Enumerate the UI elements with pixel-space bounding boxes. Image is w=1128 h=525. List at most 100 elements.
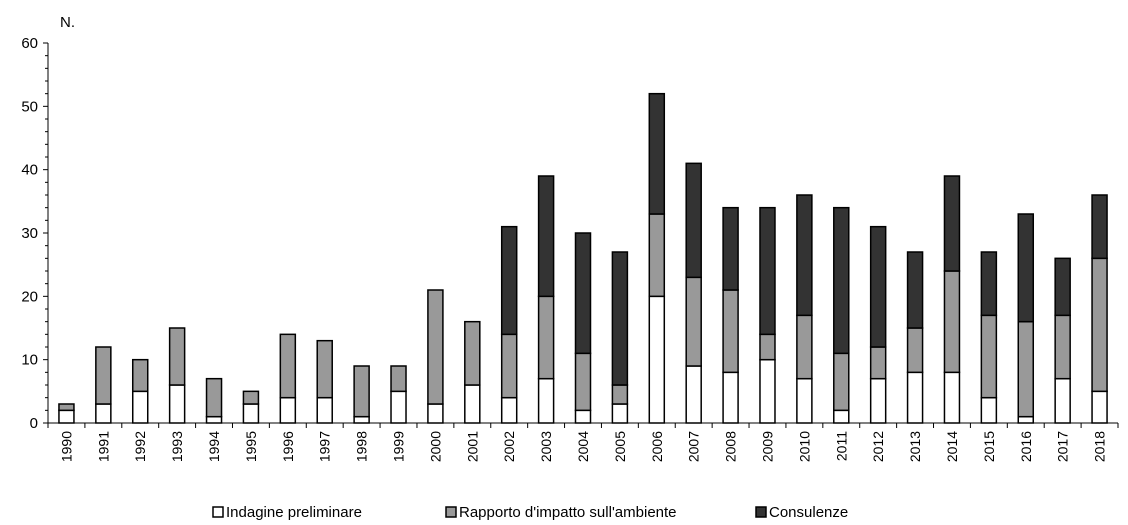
bar-segment-2005-series-2 xyxy=(611,251,629,386)
bar-segment-2016-series-0 xyxy=(1017,415,1035,424)
bar-segment-2011-series-1 xyxy=(833,352,850,412)
bar-segment-2004-series-1 xyxy=(574,352,592,412)
x-tick-label: 2017 xyxy=(1055,431,1071,462)
bar-segment-2002-series-1 xyxy=(500,333,518,399)
bar-segment-2016-series-1 xyxy=(1017,320,1035,418)
bar-segment-2000-series-1 xyxy=(427,289,444,405)
x-tick-label: 2012 xyxy=(870,431,886,462)
bar-segment-2015-series-2 xyxy=(980,251,998,317)
x-tick-label: 1992 xyxy=(132,431,148,462)
bar-segment-2014-series-2 xyxy=(943,175,961,272)
bar-segment-2008-series-1 xyxy=(722,289,739,374)
bar-segment-2018-series-1 xyxy=(1091,257,1108,393)
x-tick-label: 2003 xyxy=(538,431,554,462)
bar-segment-1992-series-1 xyxy=(131,358,149,393)
x-tick-label: 2013 xyxy=(907,431,923,462)
bar-segment-2007-series-1 xyxy=(685,276,702,367)
bar-segment-2013-series-1 xyxy=(906,327,924,374)
bar-segment-2010-series-1 xyxy=(796,314,813,380)
bar-segment-1999-series-0 xyxy=(390,390,407,424)
legend-swatch xyxy=(212,506,224,518)
x-tick-label: 2010 xyxy=(796,431,812,462)
y-tick-label: 20 xyxy=(21,288,38,305)
x-tick-label: 2001 xyxy=(464,431,480,462)
bar-segment-1997-series-1 xyxy=(316,339,333,399)
legend-label: Indagine preliminare xyxy=(226,504,362,521)
x-tick-label: 2002 xyxy=(501,431,517,462)
x-tick-label: 1993 xyxy=(169,431,185,462)
bar-segment-2008-series-2 xyxy=(722,206,739,291)
bar-segment-2003-series-0 xyxy=(537,377,555,424)
bar-segment-2015-series-1 xyxy=(980,314,998,399)
y-tick-label: 30 xyxy=(21,225,38,242)
x-tick-label: 2018 xyxy=(1092,431,1108,462)
x-tick-label: 2008 xyxy=(723,431,739,462)
bar-segment-1996-series-1 xyxy=(279,333,297,399)
bar-segment-2009-series-2 xyxy=(759,206,776,336)
bar-segment-2006-series-1 xyxy=(648,213,666,298)
y-tick-label: 40 xyxy=(21,162,38,179)
y-tick-label: 10 xyxy=(21,352,38,369)
bar-segment-2006-series-2 xyxy=(648,92,666,215)
legend: Indagine preliminare Rapporto d'impatto s… xyxy=(212,504,848,521)
y-tick-label: 60 xyxy=(21,35,38,52)
bar-segment-1996-series-0 xyxy=(279,396,297,424)
bar-segment-2017-series-1 xyxy=(1054,314,1071,380)
x-tick-label: 1998 xyxy=(354,431,370,462)
bar-segment-2009-series-1 xyxy=(759,333,776,361)
x-tick-label: 1997 xyxy=(317,431,333,462)
bar-segment-1998-series-0 xyxy=(353,415,370,424)
bar-segment-2005-series-0 xyxy=(611,403,629,424)
bars xyxy=(58,92,1108,424)
x-tick-label: 2005 xyxy=(612,431,628,462)
bar-segment-2005-series-1 xyxy=(611,384,629,405)
bar-segment-2012-series-2 xyxy=(869,225,887,348)
bar-segment-1990-series-0 xyxy=(58,409,75,424)
x-tick-label: 1996 xyxy=(280,431,296,462)
legend-label: Consulenze xyxy=(769,504,848,521)
bar-segment-2017-series-2 xyxy=(1054,257,1071,317)
bar-segment-2012-series-0 xyxy=(869,377,887,424)
bar-segment-2003-series-1 xyxy=(537,295,555,380)
bar-segment-2002-series-0 xyxy=(500,396,518,424)
y-axis-label: N. xyxy=(60,14,75,31)
bar-segment-1994-series-0 xyxy=(205,415,223,424)
x-tick-label: 2009 xyxy=(759,431,775,462)
bar-segment-2002-series-2 xyxy=(500,225,518,336)
legend-label: Rapporto d'impatto sull'ambiente xyxy=(459,504,677,521)
x-tick-label: 2014 xyxy=(944,431,960,462)
bar-segment-1994-series-1 xyxy=(205,377,223,418)
bar-segment-2007-series-2 xyxy=(685,162,702,279)
bar-segment-2007-series-0 xyxy=(685,365,702,424)
bar-segment-1998-series-1 xyxy=(353,365,370,418)
bar-segment-1997-series-0 xyxy=(316,396,333,424)
x-tick-label: 1995 xyxy=(243,431,259,462)
bar-segment-2013-series-2 xyxy=(906,251,924,329)
bar-segment-1990-series-1 xyxy=(58,403,75,412)
bar-segment-1992-series-0 xyxy=(131,390,149,424)
bar-segment-2009-series-0 xyxy=(759,358,776,424)
bar-segment-2010-series-0 xyxy=(796,377,813,424)
bar-segment-2018-series-2 xyxy=(1091,194,1108,260)
bar-segment-2006-series-0 xyxy=(648,295,666,424)
bar-segment-2003-series-2 xyxy=(537,175,555,298)
bar-segment-2015-series-0 xyxy=(980,396,998,424)
bar-segment-1991-series-1 xyxy=(95,346,112,405)
bar-segment-2008-series-0 xyxy=(722,371,739,424)
bar-segment-2012-series-1 xyxy=(869,346,887,380)
bar-segment-2011-series-0 xyxy=(833,409,850,424)
bar-segment-2010-series-2 xyxy=(796,194,813,317)
bar-segment-2016-series-2 xyxy=(1017,213,1035,323)
x-tick-label: 2004 xyxy=(575,431,591,462)
bar-segment-2014-series-1 xyxy=(943,270,961,374)
bar-segment-1993-series-0 xyxy=(168,384,186,424)
bar-segment-1999-series-1 xyxy=(390,365,407,393)
bar-segment-2004-series-2 xyxy=(574,232,592,355)
y-tick-label: 50 xyxy=(21,98,38,115)
bar-segment-2011-series-2 xyxy=(833,206,850,355)
bar-segment-2004-series-0 xyxy=(574,409,592,424)
bar-segment-1995-series-1 xyxy=(242,390,260,405)
bar-segment-2001-series-1 xyxy=(464,320,481,386)
bar-segment-2018-series-0 xyxy=(1091,390,1108,424)
